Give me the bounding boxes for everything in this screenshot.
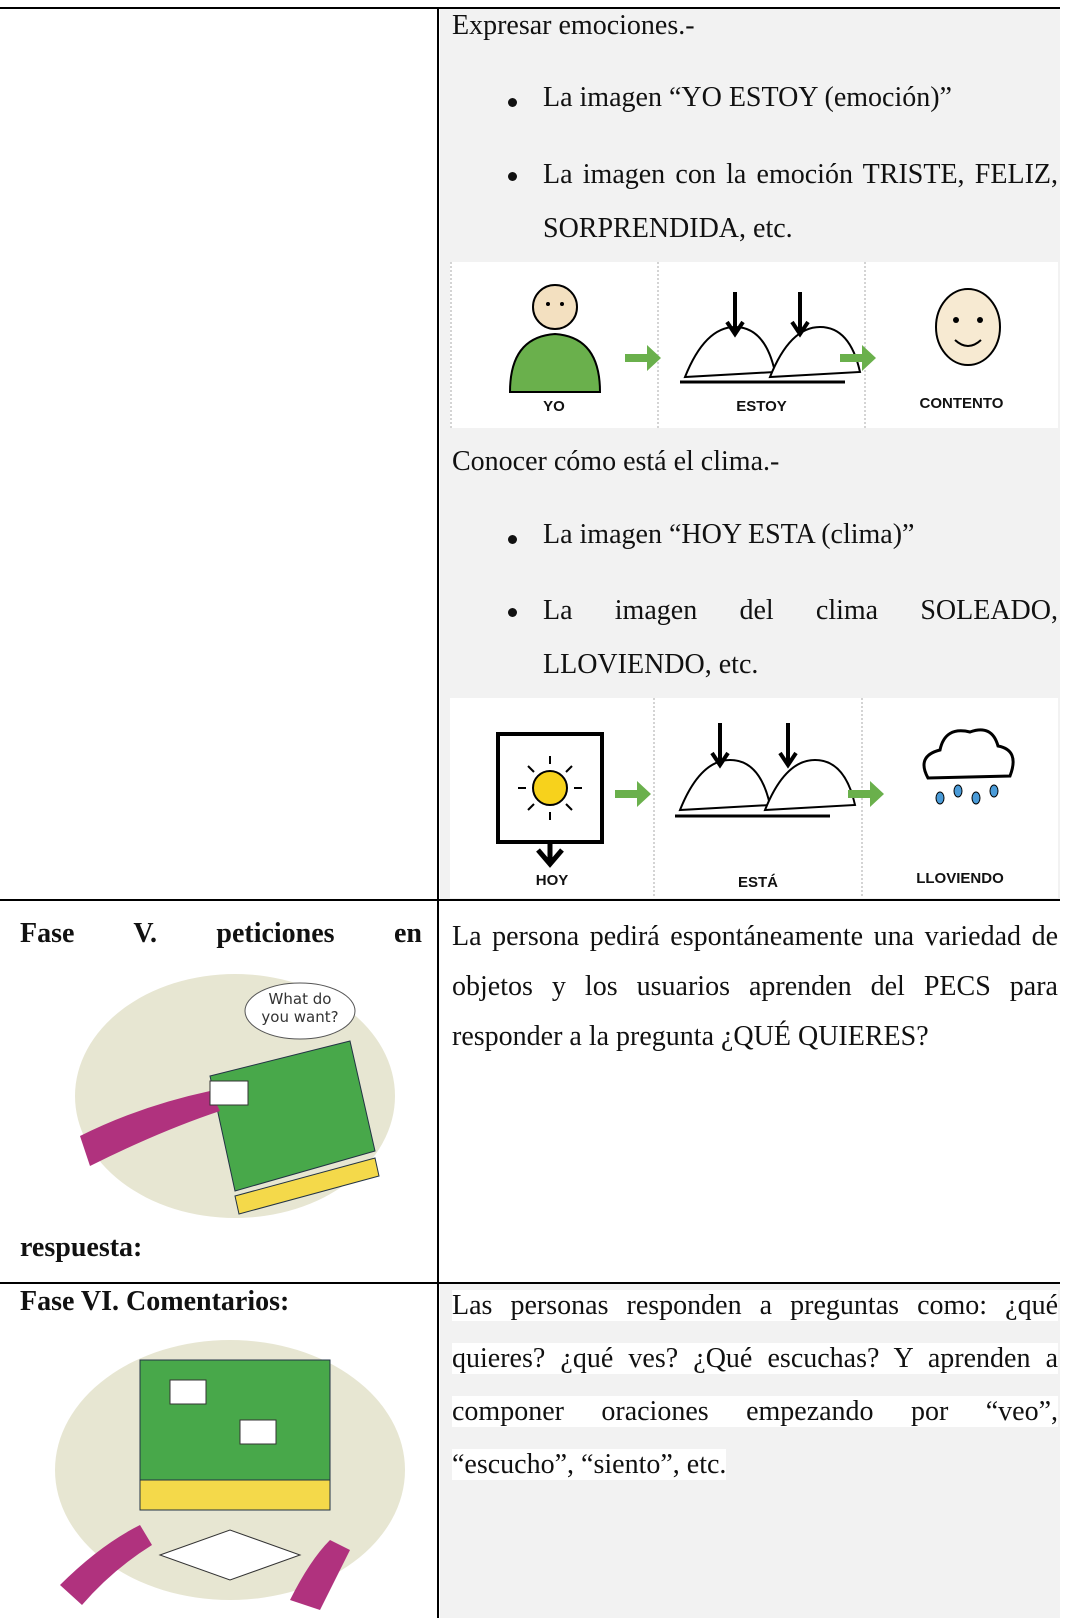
column-rule [437,7,439,1618]
pictogram-label: YO [543,398,565,415]
pictogram-strip [450,698,1058,898]
phase-title: Fase VI. Comentarios: [20,1286,290,1317]
bullet [508,535,517,544]
illustration [55,1340,405,1610]
phase-title: respuesta: [20,1232,143,1263]
pictogram-label: ESTOY [736,398,787,415]
rule [0,1282,1060,1284]
bullet [508,172,517,181]
pictogram-strip [450,262,1058,428]
pictogram-label: LLOVIENDO [916,870,1004,887]
heading: Expresar emociones.- [452,10,695,41]
pictogram-label: ESTÁ [737,874,778,891]
cell-text: La persona pedirá espontáneamente una va… [452,921,1058,1052]
heading: Conocer cómo está el clima.- [452,446,780,477]
speech-text: you want? [261,1008,338,1026]
bullet-text: La imagen “YO ESTOY (emoción)” [543,82,952,113]
pictogram-label: CONTENTO [919,395,1004,412]
rule [0,899,1060,901]
speech-text: What do [269,990,332,1008]
phase-title: Fase V. peticiones en [20,918,422,949]
bullet-text: La imagen con la emoción TRISTE, FELIZ, … [543,159,1058,244]
bullet-text: La imagen del clima SOLEADO, LLOVIENDO, … [543,595,1058,680]
bullet-text: La imagen “HOY ESTA (clima)” [543,519,915,550]
bullet [508,98,517,107]
illustration: What do you want? [75,974,395,1218]
cell-text: Las personas responden a preguntas como:… [452,1279,1058,1491]
rule [0,7,1060,9]
cell-text-run: Las personas responden a preguntas como:… [452,1290,1058,1480]
bullet [508,608,517,617]
pictogram-label: HOY [535,872,569,889]
